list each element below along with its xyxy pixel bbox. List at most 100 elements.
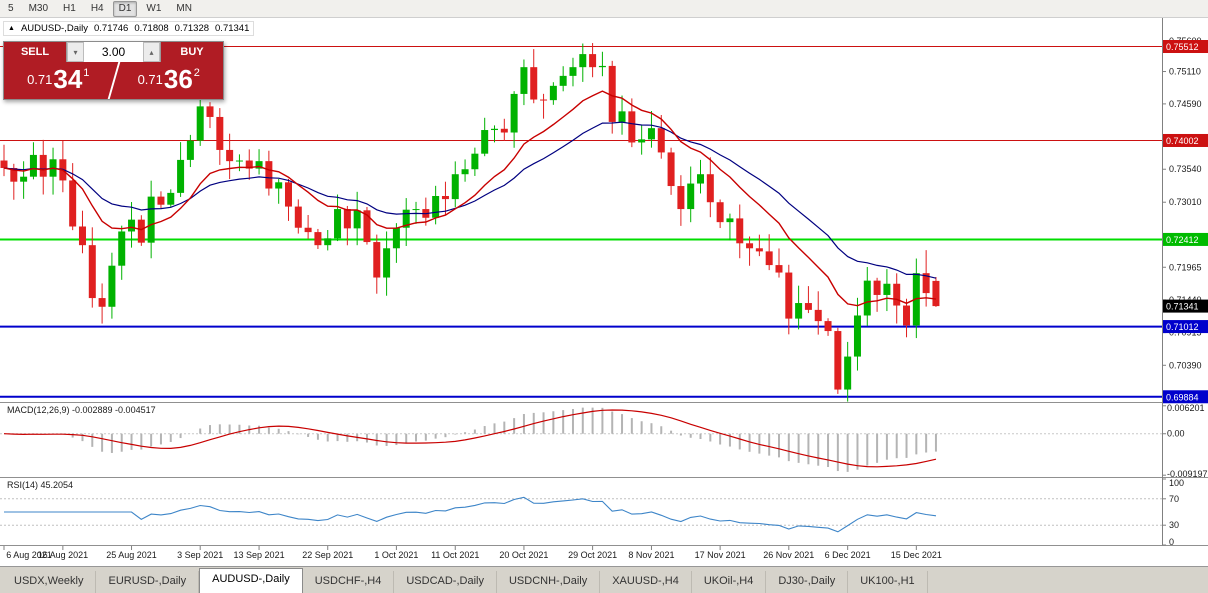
candle-body — [657, 128, 665, 153]
volume-increase-button[interactable]: ▴ — [143, 42, 160, 62]
candle-body — [510, 93, 518, 133]
date-axis-label: 1 Oct 2021 — [374, 550, 418, 560]
candle-body — [216, 116, 224, 150]
candle-body — [334, 209, 342, 239]
rsi-axis-label: 70 — [1169, 494, 1179, 504]
rsi-line — [4, 496, 937, 533]
date-axis-label: 17 Nov 2021 — [695, 550, 746, 560]
candle-body — [451, 174, 459, 200]
price-level-box-label: 0.69884 — [1166, 392, 1199, 402]
candle-body — [461, 169, 469, 175]
timeframe-button-H4[interactable]: H4 — [90, 2, 104, 14]
candle-body — [441, 195, 449, 200]
quote-close: 0.71341 — [215, 23, 250, 34]
chart-tab-usdx-weekly[interactable]: USDX,Weekly — [2, 571, 97, 593]
chart-tab-usdcad-daily[interactable]: USDCAD-,Daily — [394, 571, 497, 593]
macd-axis-label: 0.006201 — [1167, 403, 1205, 413]
candle-body — [0, 160, 8, 168]
date-axis-label: 29 Oct 2021 — [568, 550, 617, 560]
sell-price-button[interactable]: 0.71 34 1 — [4, 62, 113, 99]
candle-body — [137, 219, 145, 243]
price-level-box-label: 0.71012 — [1166, 322, 1199, 332]
date-axis-label: 8 Nov 2021 — [628, 550, 674, 560]
candle-body — [736, 218, 744, 244]
candle-body — [88, 245, 96, 299]
chart-tab-xauusd-h4[interactable]: XAUUSD-,H4 — [600, 571, 692, 593]
rsi-indicator-header: RSI(14) 45.2054 — [5, 480, 76, 490]
candle-body — [932, 280, 940, 307]
collapse-arrow-icon[interactable]: ▲ — [8, 25, 15, 32]
chart-tab-ukoil-h4[interactable]: UKOil-,H4 — [692, 571, 767, 593]
quote-open: 0.71746 — [93, 23, 129, 34]
sell-button[interactable]: SELL — [4, 42, 66, 62]
buy-button[interactable]: BUY — [161, 42, 223, 62]
price-level-box — [1163, 299, 1208, 313]
candle-body — [10, 167, 18, 182]
macd-panel — [0, 407, 1162, 472]
candle-body — [29, 154, 37, 177]
candle-body — [893, 283, 901, 306]
chevron-down-icon: ▾ — [73, 47, 78, 57]
candle-body — [78, 226, 86, 246]
candle-body — [804, 303, 812, 310]
timeframe-button-MN[interactable]: MN — [176, 2, 192, 14]
candle-body — [343, 209, 351, 229]
candle-body — [549, 85, 557, 101]
candle-body — [785, 272, 793, 319]
volume-input[interactable]: 3.00 — [101, 45, 126, 59]
candle-body — [589, 54, 597, 68]
price-axis[interactable]: 0.756000.751100.745900.735400.730100.719… — [1162, 18, 1208, 547]
chart-tab-audusd-daily[interactable]: AUDUSD-,Daily — [199, 568, 303, 593]
candle-body — [471, 153, 479, 170]
date-axis-label: 3 Sep 2021 — [177, 550, 223, 560]
candle-body — [765, 251, 773, 266]
candle-body — [157, 196, 165, 205]
timeframe-button-M30[interactable]: M30 — [28, 2, 49, 14]
price-axis-label: 0.74590 — [1169, 99, 1202, 109]
price-level-box-label: 0.74002 — [1166, 136, 1199, 146]
candle-body — [618, 111, 626, 122]
candle-body — [687, 183, 695, 210]
sell-price-big: 34 — [53, 64, 83, 94]
candle-body — [520, 67, 528, 94]
timeframe-button-H1[interactable]: H1 — [63, 2, 76, 14]
date-axis-label: 25 Aug 2021 — [106, 550, 157, 560]
candle-body — [540, 99, 548, 101]
macd-axis-label: 0.00 — [1167, 429, 1185, 439]
candle-body — [491, 128, 498, 131]
timeframe-button-W1[interactable]: W1 — [146, 2, 162, 14]
candle-body — [903, 305, 911, 326]
price-level-box — [1163, 232, 1208, 246]
candle-body — [814, 309, 822, 322]
chart-tab-eurusd-daily[interactable]: EURUSD-,Daily — [96, 571, 200, 593]
candle-body — [69, 180, 77, 227]
candle-body — [726, 218, 734, 223]
candle-body — [608, 65, 616, 122]
chart-tab-dj30-daily[interactable]: DJ30-,Daily — [766, 571, 849, 593]
timeframe-button-5[interactable]: 5 — [8, 2, 14, 14]
chart-tab-usdchf-h4[interactable]: USDCHF-,H4 — [303, 571, 395, 593]
chart-tab-uk100-h1[interactable]: UK100-,H1 — [848, 571, 928, 593]
date-axis-label: 13 Sep 2021 — [234, 550, 285, 560]
buy-price-button[interactable]: 0.71 36 2 — [115, 62, 224, 99]
candle-body — [706, 174, 714, 203]
candle-body — [598, 65, 606, 68]
candle-body — [412, 209, 420, 211]
chart-tab-usdcnh-daily[interactable]: USDCNH-,Daily — [497, 571, 601, 593]
candle-body — [638, 139, 646, 143]
date-axis-label: 6 Dec 2021 — [825, 550, 871, 560]
candle-body — [206, 106, 214, 117]
candle-body — [275, 182, 283, 189]
volume-decrease-button[interactable]: ▾ — [67, 42, 84, 62]
rsi-axis-label: 0 — [1169, 537, 1174, 547]
candle-body — [98, 298, 106, 307]
horizontal-level-lines[interactable] — [0, 46, 1162, 398]
candle-body — [746, 243, 754, 249]
price-level-box — [1163, 40, 1208, 54]
candle-body — [128, 219, 136, 232]
candle-body — [853, 315, 861, 357]
timeframe-button-D1[interactable]: D1 — [112, 0, 138, 17]
